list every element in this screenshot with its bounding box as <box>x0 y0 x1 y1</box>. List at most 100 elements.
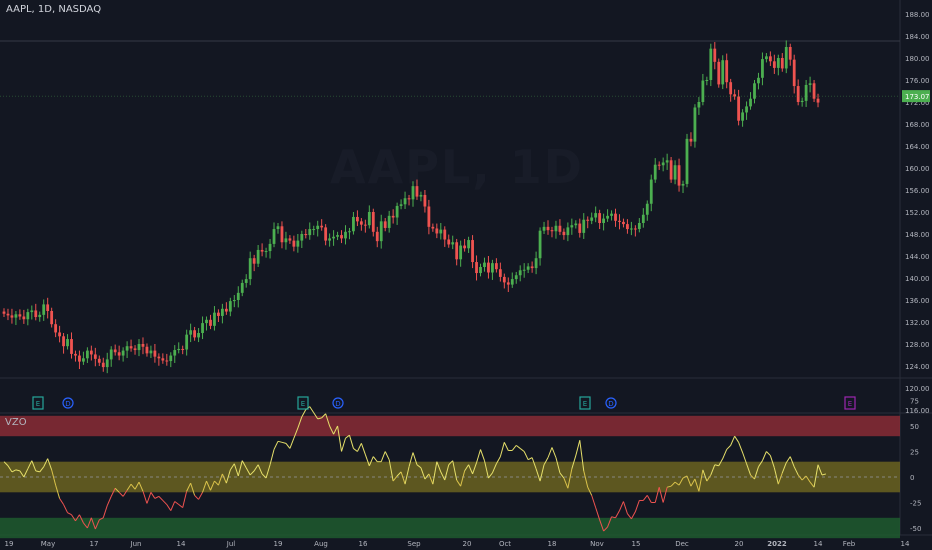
vzo-segment <box>432 461 438 485</box>
vzo-segment <box>591 495 597 508</box>
vzo-segment <box>742 452 748 464</box>
candle-body <box>669 160 673 180</box>
vzo-segment <box>734 435 740 443</box>
candle-body <box>399 204 403 206</box>
vzo-band <box>0 415 900 437</box>
candle-body <box>443 229 447 240</box>
vzo-segment <box>611 516 616 519</box>
candle-body <box>665 160 669 163</box>
time-tick-label: 14 <box>814 540 823 548</box>
candle-body <box>260 249 264 252</box>
candle-body <box>240 282 244 293</box>
candle-body <box>248 258 252 280</box>
vzo-segment <box>269 449 275 465</box>
price-tick-label: 160.00 <box>905 165 930 173</box>
candle-body <box>209 319 212 326</box>
indicator-title[interactable]: VZO <box>5 417 27 428</box>
vzo-segment <box>678 477 684 486</box>
vzo-segment <box>654 487 660 503</box>
candle-body <box>637 223 641 230</box>
vzo-segment <box>555 457 561 474</box>
candle-body <box>610 213 613 216</box>
vzo-segment <box>380 451 386 462</box>
vzo-segment <box>194 495 199 500</box>
dividend-marker <box>332 397 344 409</box>
vzo-tick-label: -25 <box>910 500 921 508</box>
price-tick-label: 148.00 <box>905 231 930 239</box>
candle-body <box>177 348 181 351</box>
candle-body <box>431 226 435 229</box>
vzo-tick-label: 25 <box>910 449 919 457</box>
candle-body <box>304 234 308 236</box>
candle-body <box>54 324 58 333</box>
vzo-band <box>0 517 900 539</box>
vzo-segment <box>698 469 704 492</box>
price-tick-label: 180.00 <box>905 55 930 63</box>
candle-body <box>228 301 232 312</box>
vzo-segment <box>519 448 525 452</box>
event-marker-letter: D <box>608 400 613 408</box>
vzo-segment <box>670 481 676 487</box>
symbol-watermark: AAPL, 1D <box>330 140 584 194</box>
vzo-segment <box>404 466 410 485</box>
candle-body <box>697 102 701 108</box>
candle-body <box>602 218 606 223</box>
vzo-segment <box>154 495 160 499</box>
vzo-segment <box>35 470 40 473</box>
vzo-segment <box>817 464 823 476</box>
vzo-segment <box>86 517 92 529</box>
vzo-segment <box>317 417 322 420</box>
candle-body <box>133 348 137 351</box>
candle-body <box>419 194 423 197</box>
candle-body <box>514 275 518 280</box>
candle-body <box>780 58 784 69</box>
vzo-segment <box>122 489 128 497</box>
vzo-segment <box>527 457 533 461</box>
vzo-segment <box>142 491 148 504</box>
vzo-segment <box>436 461 442 473</box>
price-tick-label: 188.00 <box>905 11 930 19</box>
candle-body <box>105 359 109 368</box>
vzo-segment <box>777 472 783 485</box>
candle-body <box>685 138 689 184</box>
vzo-segment <box>353 448 358 452</box>
candle-body <box>717 61 721 85</box>
vzo-segment <box>23 468 29 478</box>
candle-body <box>574 223 578 226</box>
vzo-tick-label: 0 <box>910 474 914 482</box>
vzo-segment <box>106 496 112 506</box>
vzo-segment <box>607 516 613 528</box>
vzo-segment <box>543 457 549 466</box>
candle-body <box>220 308 224 316</box>
candle-body <box>455 242 459 260</box>
vzo-segment <box>551 447 557 458</box>
candle-body <box>741 112 744 121</box>
vzo-segment <box>134 481 140 490</box>
candle-body <box>673 165 677 180</box>
vzo-segment <box>329 425 335 435</box>
candle-body <box>487 262 490 273</box>
candle-body <box>618 220 621 222</box>
candle-body <box>566 227 570 236</box>
candle-body <box>153 350 157 357</box>
candle-body <box>804 84 808 101</box>
symbol-title[interactable]: AAPL, 1D, NASDAQ <box>6 4 102 15</box>
vzo-segment <box>809 481 815 488</box>
vzo-segment <box>575 440 581 456</box>
candle-body <box>598 213 602 223</box>
time-tick-label: 20 <box>463 540 472 548</box>
vzo-segment <box>801 475 807 481</box>
vzo-segment <box>217 473 223 486</box>
vzo-segment <box>480 449 485 461</box>
vzo-segment <box>83 522 88 529</box>
vzo-segment <box>39 466 45 473</box>
vzo-segment <box>448 460 454 466</box>
price-tick-label: 124.00 <box>905 363 930 371</box>
vzo-segment <box>333 425 339 435</box>
vzo-segment <box>408 452 414 467</box>
candle-body <box>22 316 26 320</box>
time-tick-label: Oct <box>499 540 511 548</box>
candle-body <box>185 334 189 350</box>
vzo-segment <box>229 463 235 471</box>
